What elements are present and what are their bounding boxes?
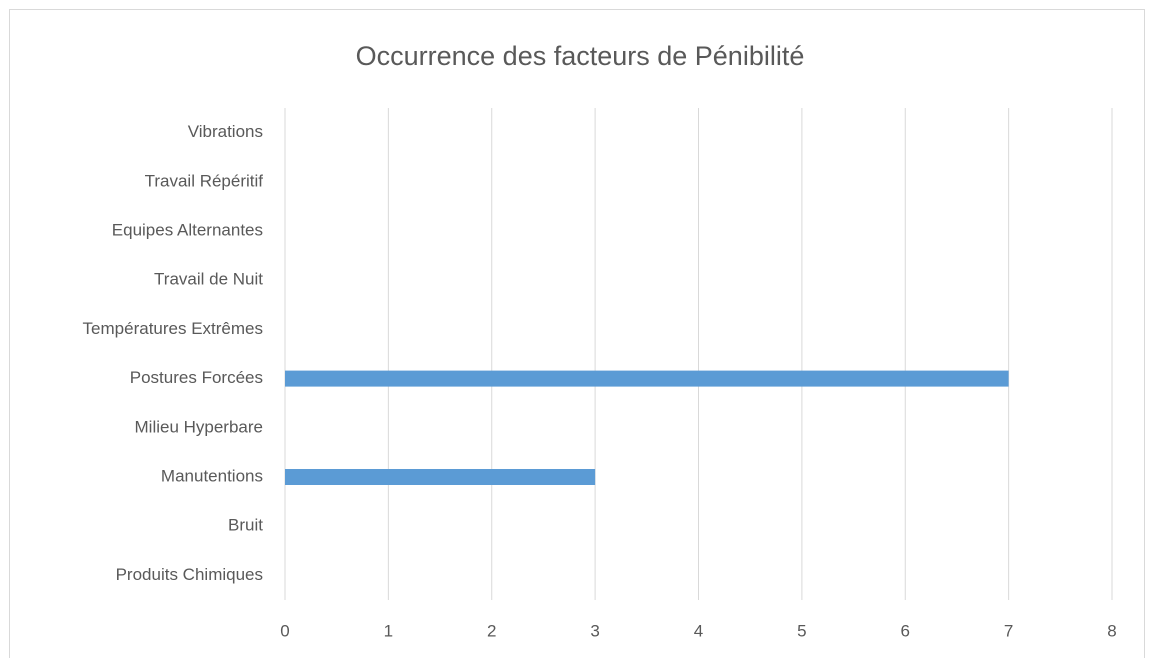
x-tick-label: 6 [901, 621, 910, 640]
y-tick-label: Vibrations [188, 122, 263, 141]
x-tick-label: 2 [487, 621, 496, 640]
x-tick-label: 7 [1004, 621, 1013, 640]
y-tick-label: Postures Forcées [130, 368, 263, 387]
y-tick-label: Travail de Nuit [154, 270, 263, 289]
chart-frame [9, 9, 1145, 658]
x-tick-label: 1 [384, 621, 393, 640]
x-tick-label: 8 [1107, 621, 1116, 640]
y-tick-label: Equipes Alternantes [112, 220, 263, 239]
y-tick-label: Manutentions [161, 466, 263, 485]
bar [285, 469, 596, 485]
x-tick-label: 0 [280, 621, 289, 640]
x-tick-label: 4 [694, 621, 703, 640]
x-tick-label: 3 [590, 621, 599, 640]
y-tick-label: Températures Extrêmes [83, 319, 263, 338]
y-tick-label: Produits Chimiques [116, 565, 263, 584]
y-tick-label: Bruit [228, 516, 263, 535]
chart-title: Occurrence des facteurs de Pénibilité [356, 41, 805, 71]
x-tick-label: 5 [797, 621, 806, 640]
bar [285, 370, 1009, 387]
y-tick-label: Milieu Hyperbare [135, 417, 264, 436]
y-tick-label: Travail Répéritif [145, 171, 264, 190]
